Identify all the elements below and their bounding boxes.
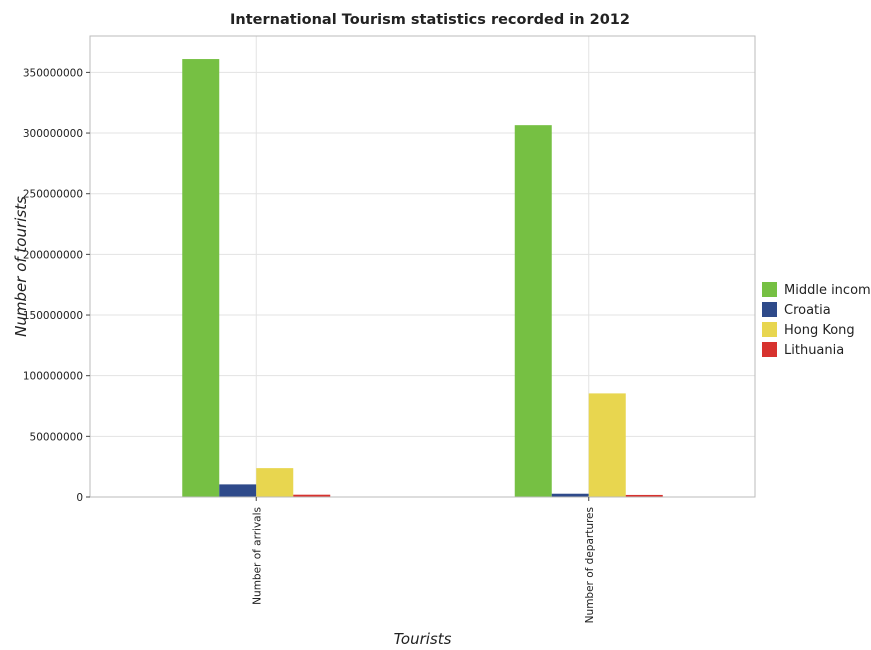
legend-label: Middle income: [784, 283, 871, 298]
y-tick-label: 0: [76, 492, 83, 504]
y-tick-label: 250000000: [23, 189, 83, 201]
bar: [625, 494, 663, 497]
y-tick-label: 350000000: [23, 67, 83, 79]
y-axis-ticks: 0 50000000 100000000 150000000 200000000 2500…: [23, 67, 90, 504]
bar: [588, 393, 626, 497]
y-tick-label: 50000000: [30, 431, 83, 443]
bar: [219, 484, 257, 497]
y-tick-label: 100000000: [23, 371, 83, 383]
x-axis-label: Tourists: [394, 630, 452, 648]
legend-swatch: [762, 282, 777, 297]
legend-label: Croatia: [784, 303, 831, 318]
bar: [293, 494, 331, 497]
y-tick-label: 150000000: [23, 310, 83, 322]
legend-label: Hong Kong: [784, 323, 855, 338]
x-tick-label: Number of arrivals: [251, 507, 263, 605]
bar: [551, 493, 589, 497]
bar: [256, 468, 294, 497]
legend: Middle income Croatia Hong Kong Lithuania: [762, 282, 871, 358]
bars: [182, 59, 663, 498]
plot-frame: [89, 35, 756, 498]
bar: [514, 125, 552, 497]
legend-swatch: [762, 322, 777, 337]
chart-title: International Tourism statistics recorde…: [230, 12, 630, 28]
legend-swatch: [762, 302, 777, 317]
legend-swatch: [762, 342, 777, 357]
bar: [182, 59, 220, 498]
y-tick-label: 300000000: [23, 128, 83, 140]
y-tick-label: 200000000: [23, 249, 83, 261]
legend-label: Lithuania: [784, 343, 844, 358]
x-tick-label: Number of departures: [584, 507, 596, 623]
y-axis-label: Number of tourists: [12, 196, 30, 337]
x-axis-ticks: Number of arrivals Number of departures: [251, 497, 596, 623]
